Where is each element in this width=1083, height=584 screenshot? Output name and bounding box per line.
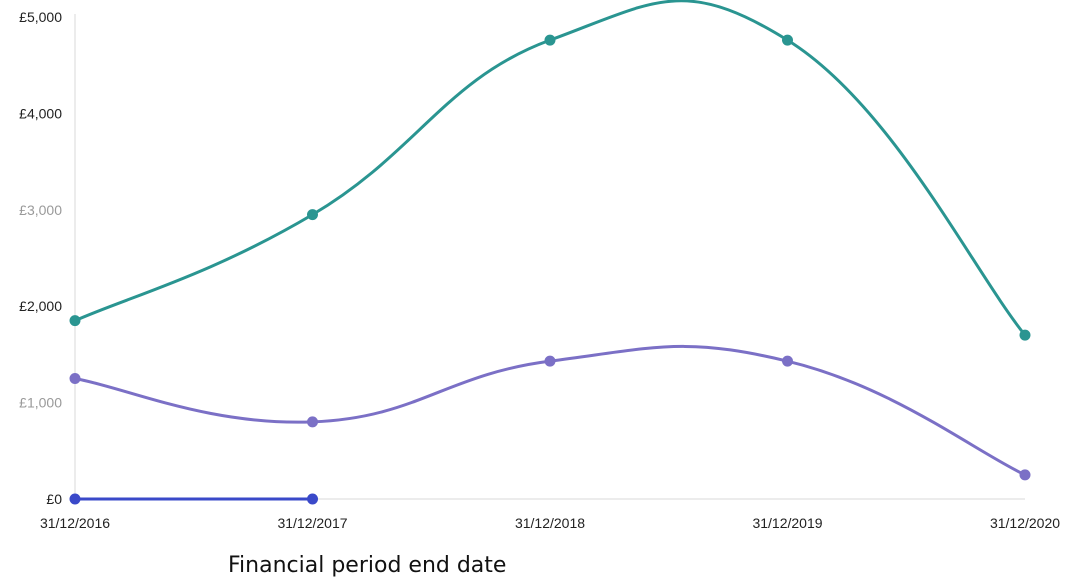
data-point (69, 493, 81, 505)
y-tick-label: £1,000 (19, 395, 62, 411)
data-point (544, 355, 556, 367)
x-tick-label: 31/12/2020 (990, 515, 1060, 531)
x-tick-label: 31/12/2019 (752, 515, 822, 531)
data-point (544, 34, 556, 46)
y-tick-label: £2,000 (19, 298, 62, 314)
series-layer (69, 0, 1031, 505)
data-point (782, 355, 793, 367)
y-tick-label: £4,000 (19, 105, 62, 121)
y-axis-ticks: £5,000 £4,000 £3,000 £2,000 £1,000 £0 (19, 9, 62, 507)
x-tick-label: 31/12/2018 (515, 515, 585, 531)
data-point (307, 493, 318, 505)
series-line (73, 0, 1027, 337)
y-tick-label: £3,000 (19, 202, 62, 218)
data-point (69, 373, 81, 384)
data-point (307, 416, 318, 428)
data-point (307, 209, 318, 221)
data-point (1019, 469, 1031, 481)
x-axis-title: Financial period end date (228, 553, 507, 578)
x-tick-label: 31/12/2017 (277, 515, 347, 531)
y-tick-label: £0 (46, 491, 62, 507)
x-axis-ticks: 31/12/2016 31/12/2017 31/12/2018 31/12/2019… (40, 515, 1060, 531)
data-point (1019, 329, 1031, 341)
data-point (782, 34, 793, 46)
x-tick-label: 31/12/2016 (40, 515, 110, 531)
y-tick-label: £5,000 (19, 9, 62, 25)
data-point (69, 315, 81, 327)
